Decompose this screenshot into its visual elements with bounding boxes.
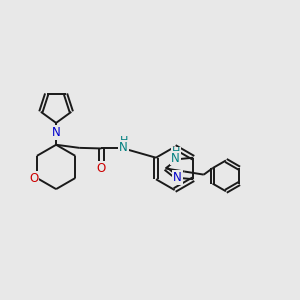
Text: N: N bbox=[171, 152, 180, 164]
Text: N: N bbox=[119, 141, 128, 154]
Text: O: O bbox=[29, 172, 38, 184]
Text: N: N bbox=[52, 126, 61, 139]
Text: N: N bbox=[173, 171, 182, 184]
Text: O: O bbox=[97, 162, 106, 175]
Text: H: H bbox=[172, 148, 180, 158]
Text: H: H bbox=[120, 136, 128, 146]
